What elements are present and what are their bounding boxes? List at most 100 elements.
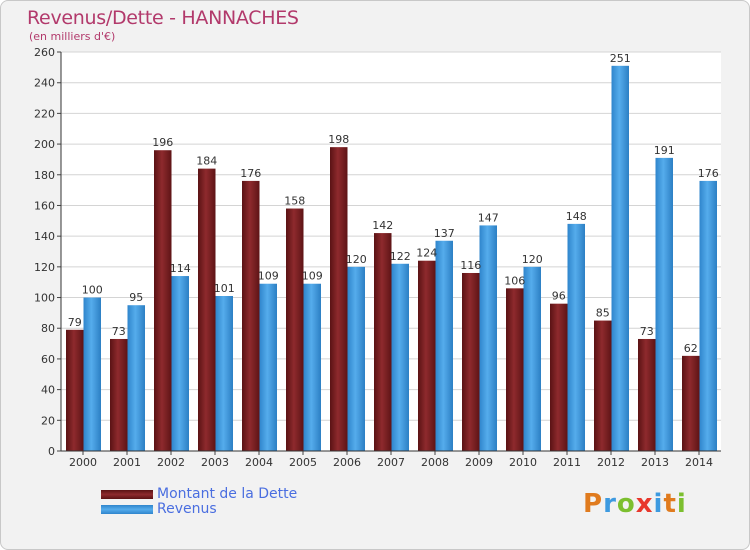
data-label: 120 — [346, 253, 367, 266]
data-label: 101 — [214, 282, 235, 295]
chart-title: Revenus/Dette - HANNACHES — [27, 7, 299, 29]
data-label: 109 — [302, 270, 323, 283]
x-tick-label: 2010 — [509, 456, 537, 469]
bar-revenus — [303, 283, 321, 451]
logo-letter: x — [635, 489, 654, 519]
bar-revenus — [171, 276, 189, 451]
logo-letter: o — [616, 489, 636, 519]
x-tick-label: 2012 — [597, 456, 625, 469]
data-label: 147 — [478, 211, 499, 224]
bar-revenus — [391, 263, 409, 451]
data-label: 158 — [284, 195, 305, 208]
bar-dette — [374, 233, 392, 451]
y-tick-label: 40 — [41, 384, 55, 397]
data-label: 148 — [566, 210, 587, 223]
data-label: 124 — [416, 247, 437, 260]
data-label: 73 — [112, 325, 126, 338]
data-label: 251 — [610, 52, 631, 65]
bar-dette — [286, 208, 304, 451]
bar-dette — [682, 355, 700, 451]
data-label: 137 — [434, 227, 455, 240]
data-label: 85 — [596, 307, 610, 320]
x-tick-label: 2013 — [641, 456, 669, 469]
logo-letter: r — [603, 489, 617, 519]
x-tick-label: 2002 — [157, 456, 185, 469]
data-label: 120 — [522, 253, 543, 266]
y-tick-label: 180 — [34, 169, 55, 182]
bar-revenus — [127, 305, 145, 451]
y-tick-label: 120 — [34, 261, 55, 274]
legend-label-dette: Montant de la Dette — [157, 486, 298, 502]
bar-dette — [110, 338, 128, 451]
y-tick-label: 260 — [34, 46, 55, 59]
data-label: 100 — [82, 284, 103, 297]
y-tick-label: 60 — [41, 353, 55, 366]
data-label: 198 — [328, 133, 349, 146]
y-tick-label: 220 — [34, 107, 55, 120]
y-tick-label: 200 — [34, 138, 55, 151]
y-tick-label: 0 — [48, 445, 55, 458]
data-label: 196 — [152, 136, 173, 149]
data-label: 184 — [196, 155, 217, 168]
logo-letter: i — [676, 489, 687, 519]
data-label: 176 — [698, 167, 719, 180]
x-tick-label: 2011 — [553, 456, 581, 469]
data-label: 62 — [684, 342, 698, 355]
legend-label-revenus: Revenus — [157, 501, 217, 517]
x-tick-label: 2000 — [69, 456, 97, 469]
y-tick-label: 140 — [34, 230, 55, 243]
bar-dette — [418, 260, 436, 451]
bar-revenus — [523, 266, 541, 451]
data-label: 122 — [390, 250, 411, 263]
bar-dette — [506, 288, 524, 451]
data-label: 73 — [640, 325, 654, 338]
bar-dette — [198, 168, 216, 451]
x-tick-label: 2008 — [421, 456, 449, 469]
bar-revenus — [655, 157, 673, 451]
proxiti-logo: Proxiti — [583, 489, 687, 519]
legend-swatch-revenus — [101, 505, 153, 514]
data-label: 142 — [372, 219, 393, 232]
bar-dette — [462, 272, 480, 451]
logo-letter: t — [663, 489, 677, 519]
data-label: 95 — [129, 291, 143, 304]
data-label: 191 — [654, 144, 675, 157]
x-tick-label: 2007 — [377, 456, 405, 469]
data-label: 109 — [258, 270, 279, 283]
x-tick-label: 2014 — [685, 456, 713, 469]
bar-revenus — [215, 296, 233, 451]
data-label: 96 — [552, 290, 566, 303]
x-tick-label: 2004 — [245, 456, 273, 469]
bar-revenus — [347, 266, 365, 451]
bar-revenus — [259, 283, 277, 451]
bar-dette — [154, 150, 172, 451]
data-label: 176 — [240, 167, 261, 180]
data-label: 114 — [170, 262, 191, 275]
x-tick-label: 2009 — [465, 456, 493, 469]
y-tick-label: 20 — [41, 414, 55, 427]
bar-dette — [330, 147, 348, 451]
data-label: 116 — [460, 259, 481, 272]
bar-revenus — [699, 180, 717, 451]
x-tick-label: 2001 — [113, 456, 141, 469]
bar-dette — [242, 180, 260, 451]
chart-subtitle: (en milliers d'€) — [29, 30, 116, 43]
y-tick-label: 100 — [34, 292, 55, 305]
bar-dette — [594, 320, 612, 451]
bar-revenus — [611, 65, 629, 452]
logo-letter: i — [653, 489, 664, 519]
x-tick-label: 2006 — [333, 456, 361, 469]
bar-revenus — [435, 240, 453, 451]
bar-revenus — [567, 223, 585, 451]
legend-swatch-dette — [101, 490, 153, 499]
bar-revenus — [479, 225, 497, 451]
bar-dette — [550, 303, 568, 451]
y-tick-label: 80 — [41, 322, 55, 335]
y-tick-label: 240 — [34, 77, 55, 90]
logo-letter: P — [583, 489, 604, 519]
data-label: 106 — [504, 274, 525, 287]
x-tick-label: 2003 — [201, 456, 229, 469]
bar-dette — [66, 329, 84, 451]
